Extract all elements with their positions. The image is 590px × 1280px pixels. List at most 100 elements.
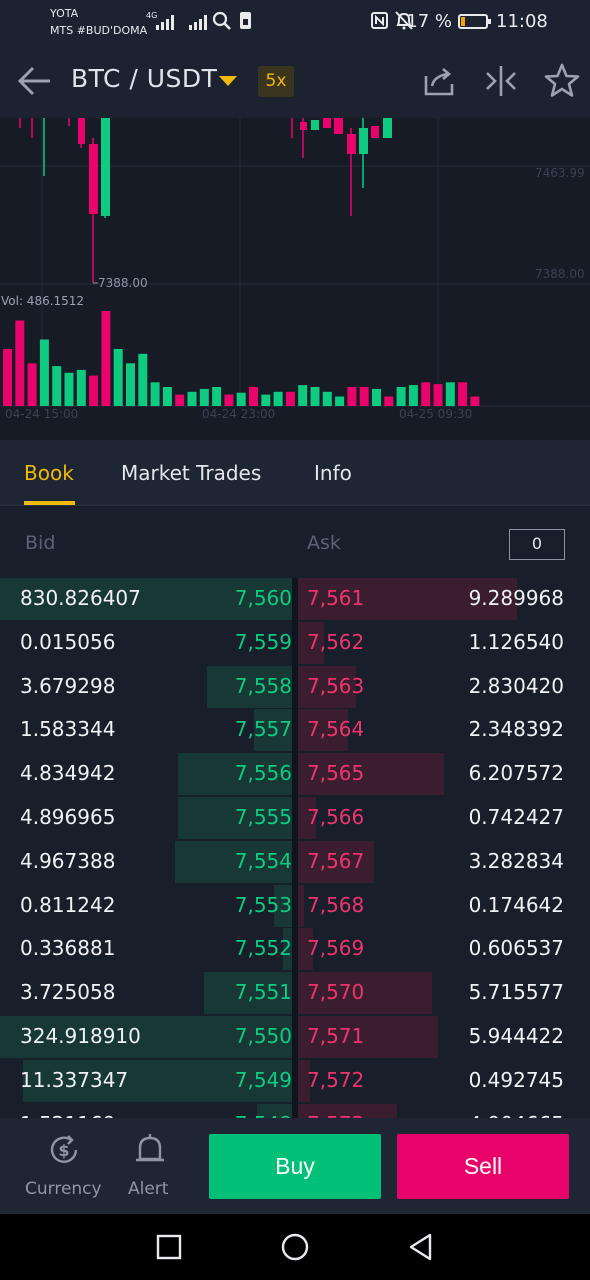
bid-price: 7,559 bbox=[234, 629, 292, 654]
ask-quantity: 5.715577 bbox=[468, 980, 564, 1005]
volume-bar bbox=[199, 388, 209, 406]
ask-price: 7,568 bbox=[307, 892, 365, 917]
volume-bar bbox=[445, 382, 455, 407]
back-arrow-icon[interactable] bbox=[16, 64, 54, 98]
bid-header: Bid bbox=[25, 532, 56, 554]
volume-bar bbox=[76, 369, 86, 406]
volume-bar bbox=[470, 396, 480, 406]
volume-bar bbox=[236, 392, 246, 406]
ask-price: 7,573 bbox=[307, 1112, 364, 1118]
bid-price: 7,558 bbox=[234, 673, 292, 698]
order-book-row[interactable]: 0.015056 7,559 7,562 1.126540 bbox=[0, 621, 590, 664]
star-icon[interactable] bbox=[543, 62, 581, 100]
bid-price: 7,549 bbox=[234, 1067, 292, 1092]
order-book-row[interactable]: 830.826407 7,560 7,561 9.289968 bbox=[0, 578, 590, 620]
ask-price: 7,565 bbox=[307, 761, 365, 786]
currency-label[interactable]: Currency bbox=[25, 1179, 102, 1199]
bid-depth-bar bbox=[207, 665, 292, 708]
network-type: 4G bbox=[146, 11, 158, 20]
order-book-row[interactable]: 324.918910 7,550 7,571 5.944422 bbox=[0, 1016, 590, 1058]
volume-bar bbox=[89, 375, 99, 406]
precision-selector[interactable]: 0 bbox=[509, 529, 565, 560]
bid-quantity: 3.679298 bbox=[20, 673, 116, 698]
order-book-row[interactable]: 0.336881 7,552 7,569 0.606537 bbox=[0, 928, 590, 971]
bid-price: 7,552 bbox=[234, 936, 292, 961]
ask-depth-bar bbox=[298, 840, 374, 883]
volume-bar bbox=[27, 363, 37, 407]
price-chart[interactable]: 7463.99 7388.00 7388.00 Vol: 486.1512 04… bbox=[0, 118, 590, 440]
low-price-marker: 7388.00 bbox=[98, 276, 148, 290]
order-book-row[interactable]: 4.896965 7,555 7,566 0.742427 bbox=[0, 797, 590, 839]
share-icon[interactable] bbox=[420, 62, 458, 100]
signal-icon bbox=[156, 14, 174, 30]
bid-depth-bar bbox=[175, 840, 292, 883]
active-tab-indicator bbox=[24, 501, 75, 505]
ask-depth-bar bbox=[298, 621, 324, 664]
back-icon[interactable] bbox=[406, 1232, 436, 1262]
order-book-row[interactable]: 0.811242 7,553 7,568 0.174642 bbox=[0, 884, 590, 927]
trading-pair-title[interactable]: BTC / USDT bbox=[71, 64, 218, 93]
bid-depth-bar bbox=[283, 928, 292, 971]
order-book-row[interactable]: 4.967388 7,554 7,567 3.282834 bbox=[0, 840, 590, 883]
time-axis-label: 04-24 23:00 bbox=[202, 407, 275, 421]
ask-price: 7,566 bbox=[307, 805, 365, 829]
bid-quantity: 0.015056 bbox=[20, 629, 116, 654]
tab-market-trades[interactable]: Market Trades bbox=[121, 461, 262, 485]
ask-quantity: 0.742427 bbox=[468, 805, 564, 829]
buy-button[interactable]: Buy bbox=[209, 1134, 381, 1199]
home-icon[interactable] bbox=[280, 1232, 310, 1262]
clock: 11:08 bbox=[496, 11, 548, 32]
volume-bar bbox=[126, 363, 135, 407]
volume-bar bbox=[52, 366, 62, 406]
bid-depth-bar bbox=[274, 884, 292, 927]
ask-price: 7,562 bbox=[307, 629, 365, 654]
volume-bar bbox=[310, 387, 320, 406]
ask-quantity: 4.904665 bbox=[469, 1112, 564, 1118]
ask-price: 7,563 bbox=[307, 673, 365, 698]
volume-bar bbox=[162, 387, 172, 406]
ask-price: 7,572 bbox=[307, 1067, 365, 1092]
caret-down-icon[interactable] bbox=[219, 76, 237, 86]
leverage-badge[interactable]: 5x bbox=[258, 66, 294, 97]
bid-depth-bar bbox=[204, 972, 292, 1015]
currency-icon[interactable]: $ bbox=[46, 1132, 82, 1168]
book-divider bbox=[292, 578, 298, 1118]
bid-depth-bar bbox=[23, 1059, 292, 1102]
sell-button[interactable]: Sell bbox=[397, 1134, 569, 1199]
volume-bar bbox=[458, 382, 468, 407]
tab-info[interactable]: Info bbox=[314, 461, 352, 485]
order-book-row[interactable]: 3.679298 7,558 7,563 2.830420 bbox=[0, 665, 590, 708]
volume-bar bbox=[285, 391, 295, 407]
ask-quantity: 2.348392 bbox=[468, 717, 564, 742]
bid-depth-bar bbox=[0, 578, 292, 620]
ask-price: 7,567 bbox=[307, 848, 365, 873]
bid-price: 7,557 bbox=[234, 717, 292, 742]
candlestick-chart[interactable]: 7463.99 7388.00 7388.00 Vol: 486.1512 04… bbox=[0, 118, 590, 440]
tab-book[interactable]: Book bbox=[24, 461, 74, 485]
ask-quantity: 9.289968 bbox=[468, 586, 564, 610]
order-book-row[interactable]: 3.725058 7,551 7,570 5.715577 bbox=[0, 972, 590, 1015]
recents-icon[interactable] bbox=[154, 1232, 184, 1262]
order-book-row[interactable]: 1.521169 7,548 7,573 4.904665 bbox=[0, 1103, 590, 1118]
alert-bell-icon[interactable] bbox=[132, 1132, 168, 1168]
volume-bar bbox=[187, 391, 197, 407]
volume-bar bbox=[261, 394, 271, 406]
alert-label[interactable]: Alert bbox=[128, 1179, 169, 1199]
bid-quantity: 830.826407 bbox=[20, 586, 141, 610]
volume-bar bbox=[150, 382, 160, 407]
mute-icon bbox=[395, 11, 413, 30]
ask-price: 7,571 bbox=[307, 1024, 365, 1048]
compare-icon[interactable] bbox=[482, 62, 520, 100]
ask-quantity: 0.606537 bbox=[468, 936, 564, 961]
bid-depth-bar bbox=[254, 709, 292, 752]
order-book-row[interactable]: 1.583344 7,557 7,564 2.348392 bbox=[0, 709, 590, 752]
volume-bar bbox=[273, 391, 283, 407]
time-axis-label: 04-25 09:30 bbox=[399, 407, 472, 421]
bid-price: 7,548 bbox=[235, 1112, 292, 1118]
ask-depth-bar bbox=[298, 709, 348, 752]
order-book-row[interactable]: 4.834942 7,556 7,565 6.207572 bbox=[0, 753, 590, 796]
ask-depth-bar bbox=[298, 578, 517, 620]
volume-bar bbox=[335, 396, 345, 406]
ask-price: 7,564 bbox=[307, 717, 365, 742]
order-book-row[interactable]: 11.337347 7,549 7,572 0.492745 bbox=[0, 1059, 590, 1102]
